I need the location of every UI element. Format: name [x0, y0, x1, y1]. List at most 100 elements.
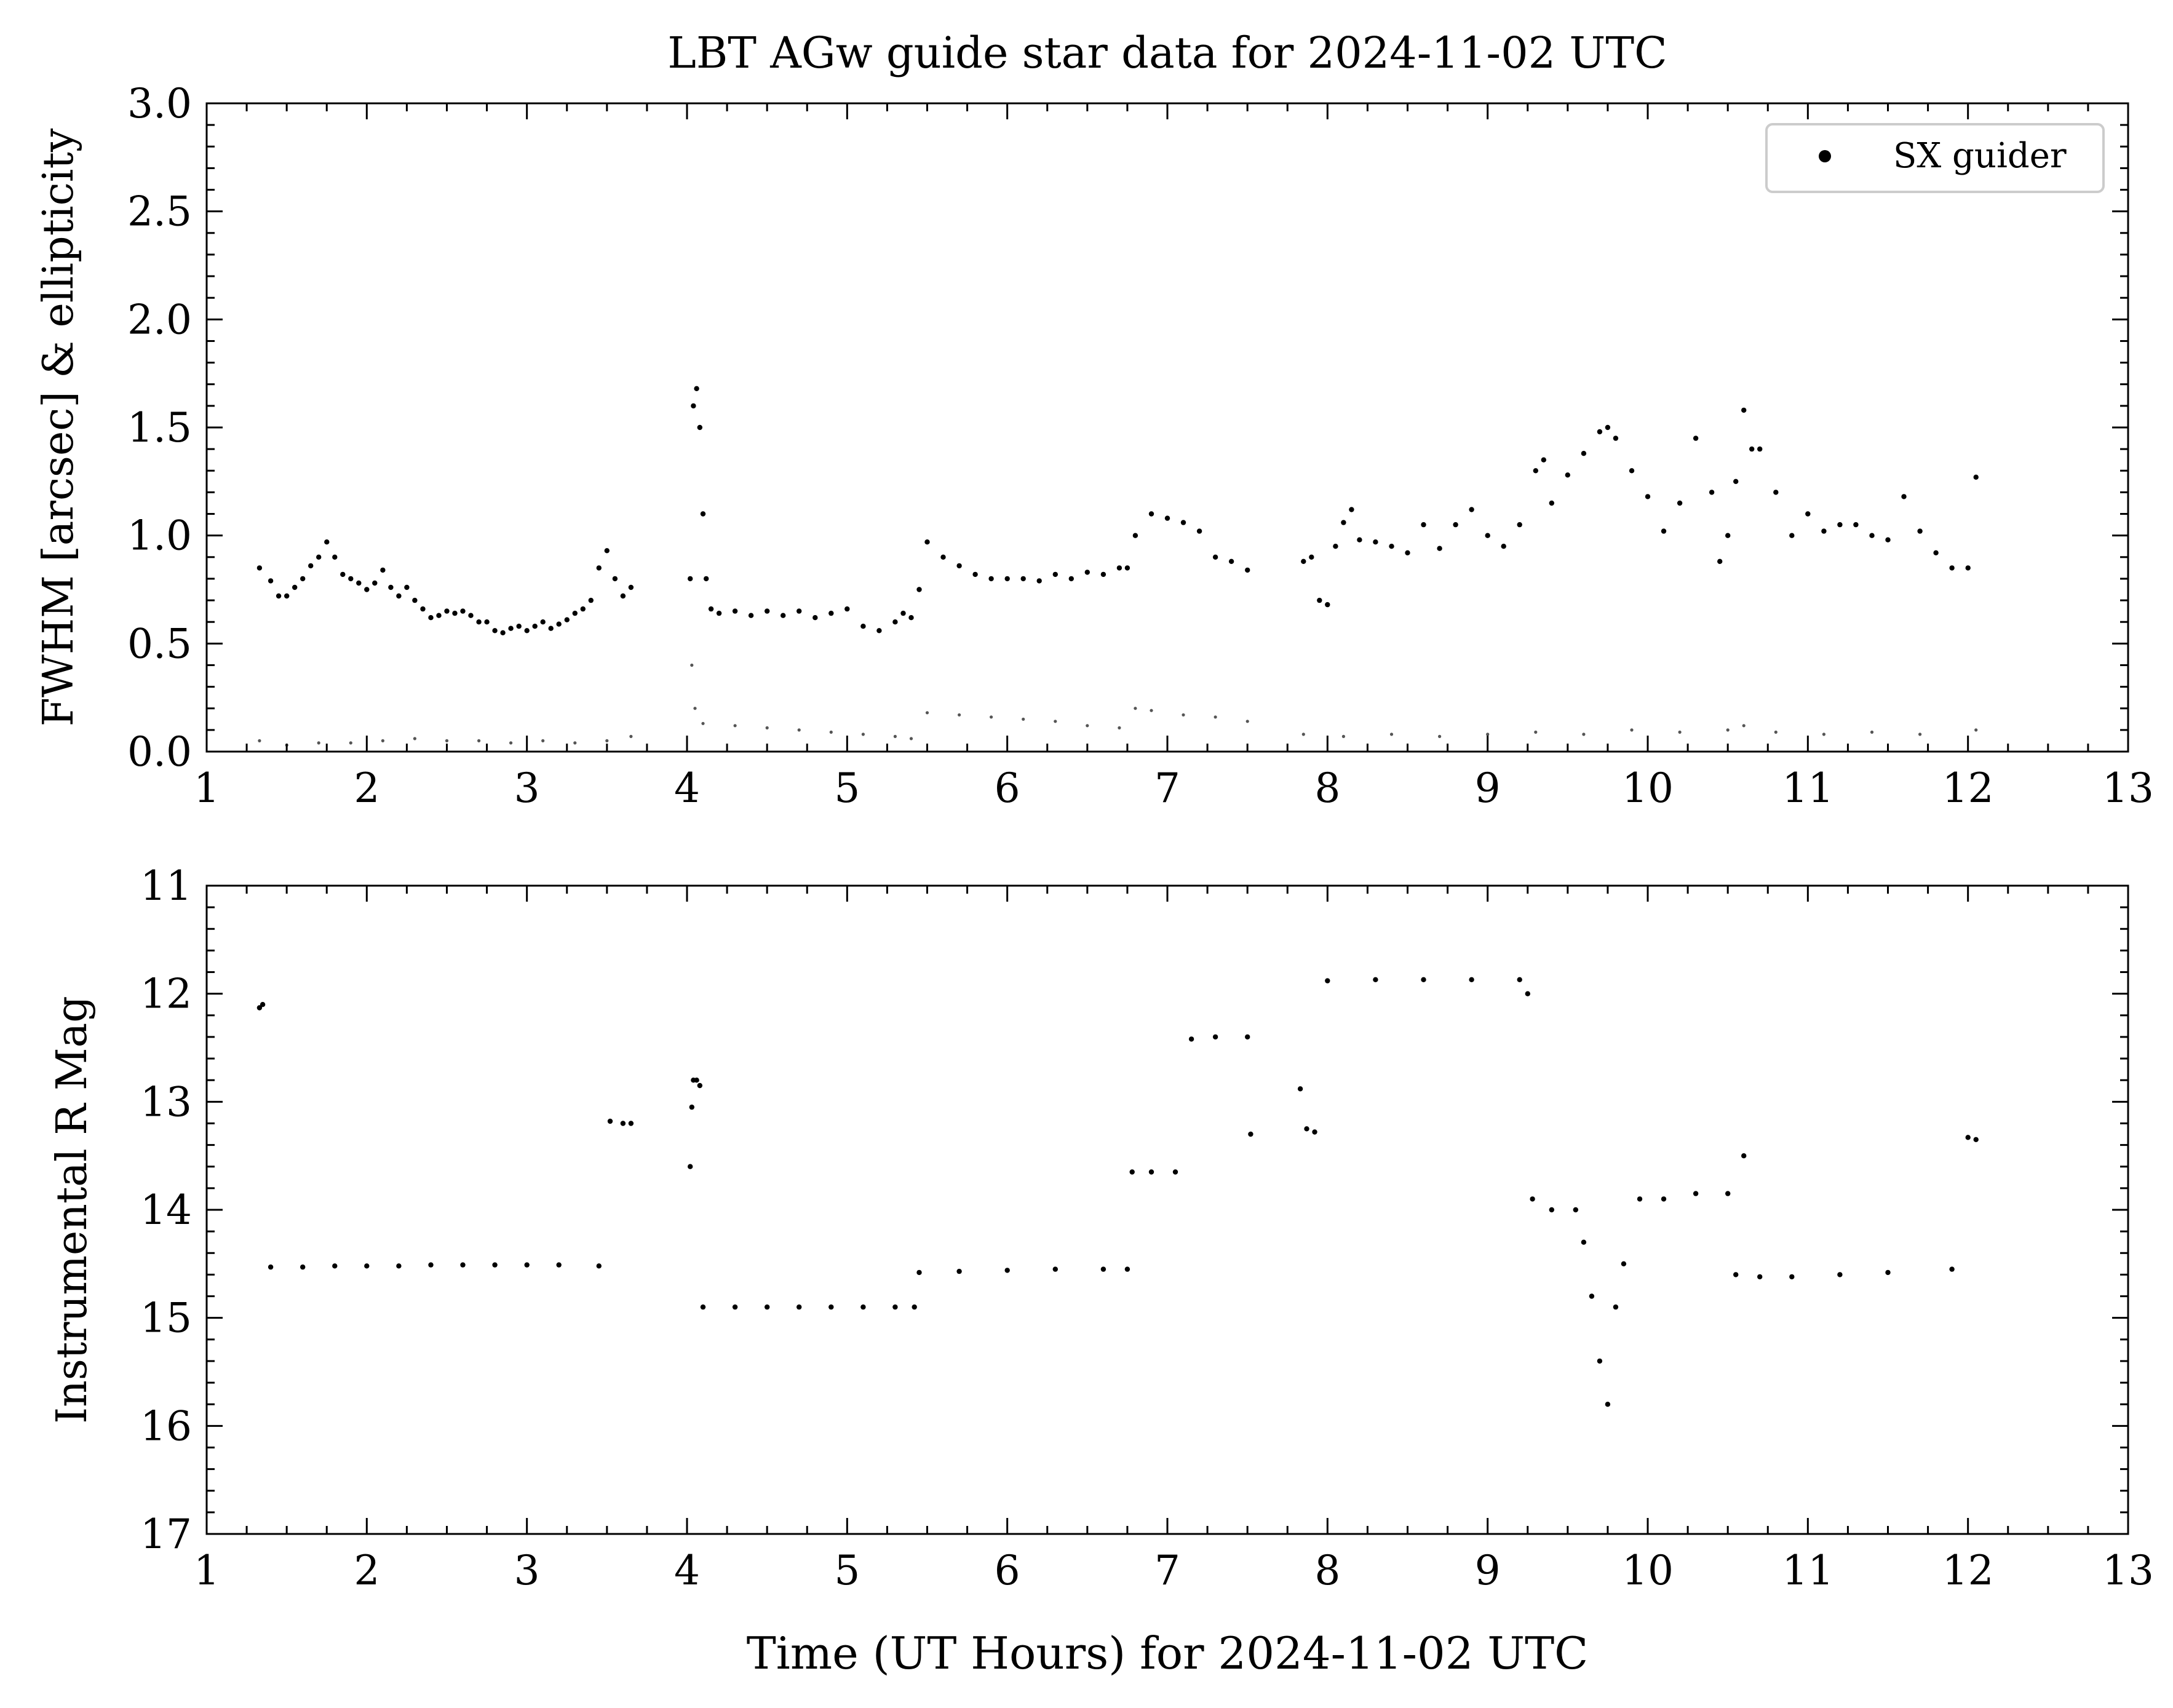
data-point: [477, 739, 481, 742]
data-point: [1325, 978, 1330, 983]
data-point: [1341, 734, 1345, 738]
data-point: [916, 587, 922, 592]
data-point: [1901, 494, 1907, 499]
x-tick-label: 1: [194, 765, 220, 812]
y-tick-label: 11: [140, 862, 192, 910]
x-tick-label: 11: [1782, 765, 1833, 812]
data-point: [1084, 570, 1090, 575]
data-point: [956, 1268, 962, 1274]
data-point: [956, 563, 962, 569]
y-tick-label: 2.0: [127, 296, 192, 343]
data-point: [605, 739, 609, 742]
data-point: [1421, 977, 1426, 983]
data-point: [1661, 528, 1667, 534]
data-point: [1774, 730, 1778, 734]
data-point: [1645, 494, 1651, 499]
x-tick-label: 1: [194, 1547, 220, 1594]
data-point: [268, 578, 274, 584]
data-point: [1373, 977, 1378, 983]
data-point: [912, 1304, 917, 1310]
data-point: [893, 734, 897, 738]
data-point: [1068, 576, 1075, 582]
legend-box: [1765, 123, 2105, 193]
data-point: [1541, 457, 1546, 463]
data-point: [1301, 558, 1306, 564]
data-point: [1533, 468, 1538, 474]
data-point: [476, 619, 482, 625]
data-point: [1228, 558, 1234, 564]
data-point: [732, 1304, 738, 1310]
data-point: [900, 610, 906, 616]
data-point: [1630, 728, 1634, 732]
data-point: [256, 565, 263, 571]
data-point: [292, 584, 298, 590]
data-point: [1821, 528, 1827, 534]
data-point: [1245, 720, 1249, 723]
data-point: [1196, 528, 1202, 534]
data-point: [924, 539, 930, 545]
data-point: [1733, 479, 1739, 484]
data-point: [258, 739, 261, 742]
data-point: [1749, 446, 1755, 452]
data-point: [828, 610, 834, 616]
x-tick-label: 12: [1942, 1547, 1994, 1594]
y-tick-label: 16: [140, 1402, 192, 1450]
data-point: [540, 619, 546, 625]
data-point: [1885, 537, 1891, 542]
x-tick-label: 11: [1782, 1547, 1833, 1594]
data-point: [1870, 730, 1874, 734]
x-tick-label: 6: [995, 765, 1020, 812]
x-tick-label: 9: [1475, 765, 1501, 812]
legend-label-sx-guider: SX guider: [1893, 136, 2067, 176]
data-point: [1341, 520, 1346, 525]
data-point: [1164, 515, 1170, 521]
data-point: [1742, 724, 1746, 728]
data-point: [844, 606, 850, 612]
data-point: [1605, 1402, 1611, 1407]
data-point: [256, 1005, 263, 1011]
data-point: [1853, 522, 1859, 528]
data-point: [1885, 1269, 1891, 1276]
data-point: [444, 608, 450, 614]
x-tick-label: 7: [1154, 765, 1180, 812]
data-point: [1485, 533, 1490, 538]
data-point: [381, 739, 385, 742]
data-point: [689, 1104, 695, 1110]
data-point: [1613, 435, 1619, 441]
data-point: [1949, 565, 1955, 571]
data-point: [1597, 1358, 1603, 1364]
data-point: [925, 711, 929, 715]
data-point: [958, 713, 961, 717]
data-point: [1973, 474, 1979, 480]
data-point: [704, 576, 709, 582]
data-point: [284, 593, 290, 599]
data-point: [628, 584, 634, 590]
data-point: [892, 1304, 898, 1310]
data-point: [1605, 424, 1611, 431]
data-point: [1933, 550, 1939, 555]
data-point: [1172, 1169, 1178, 1175]
data-point: [1534, 730, 1538, 734]
y-tick-label: 15: [140, 1295, 192, 1342]
magnitude-axis-ticks: [205, 884, 2129, 1535]
data-point: [324, 539, 330, 545]
data-point: [1486, 733, 1490, 736]
data-point: [908, 615, 914, 621]
data-point: [629, 734, 633, 738]
data-point: [1869, 533, 1875, 538]
data-point: [620, 593, 626, 599]
data-point: [1022, 717, 1025, 721]
data-point: [972, 571, 978, 578]
data-point: [516, 624, 522, 629]
data-point: [1132, 533, 1138, 538]
x-tick-label: 3: [514, 765, 540, 812]
x-tick-label: 3: [514, 1547, 540, 1594]
data-point: [716, 610, 722, 616]
data-point: [700, 1304, 706, 1310]
data-point: [1469, 507, 1474, 512]
x-tick-label: 7: [1154, 1547, 1180, 1594]
y-tick-label: 14: [140, 1186, 192, 1234]
data-point: [1086, 724, 1089, 728]
data-point: [1621, 1261, 1627, 1266]
